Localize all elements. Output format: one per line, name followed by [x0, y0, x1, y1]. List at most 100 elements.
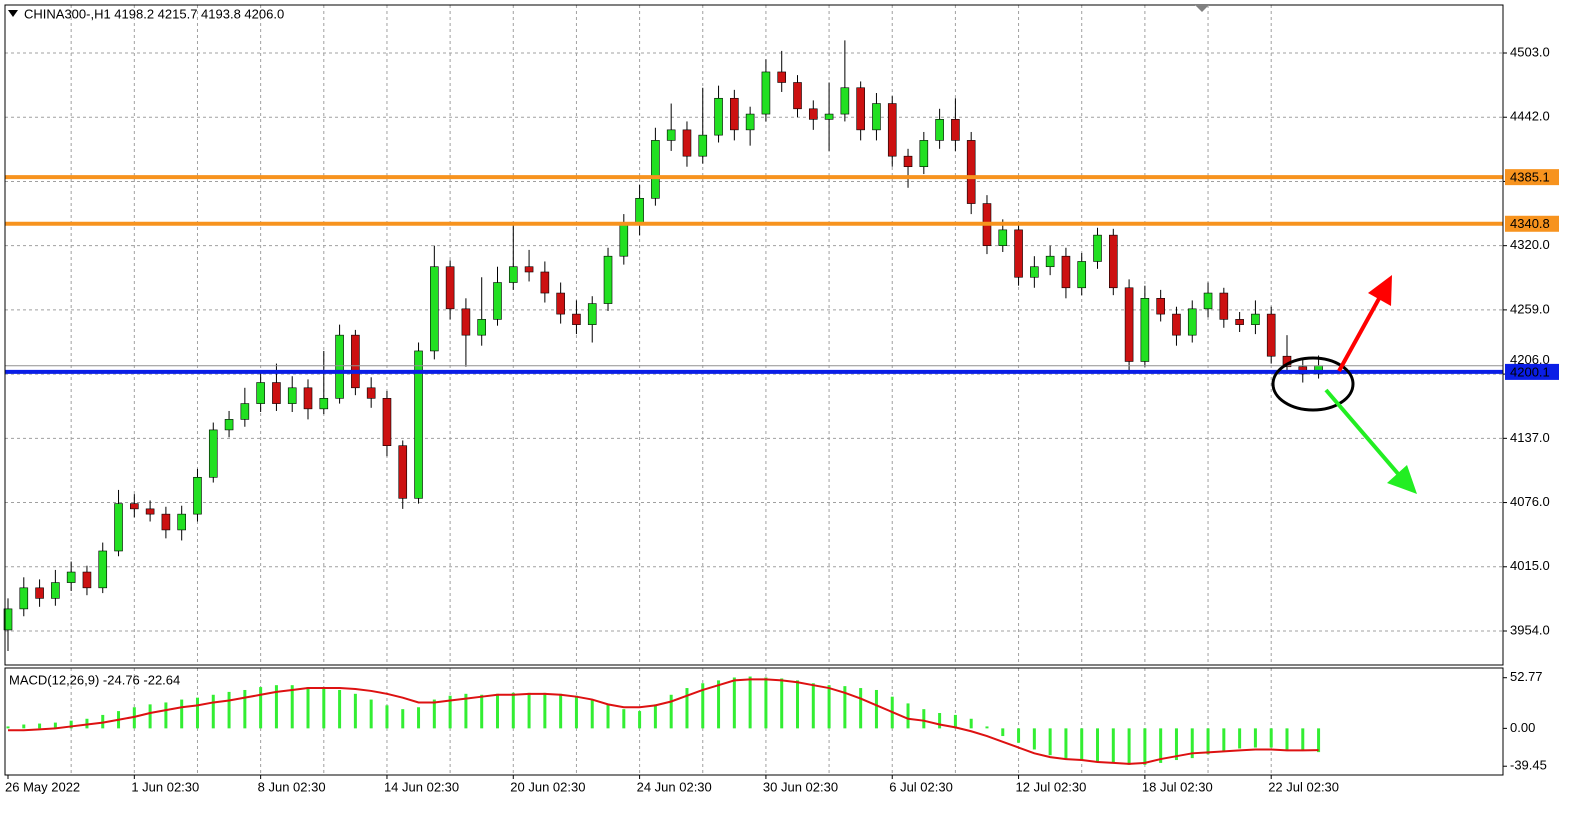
candle-body: [966, 140, 976, 204]
macd-bar: [543, 692, 547, 729]
candle-body: [1140, 298, 1150, 362]
candle-body: [351, 334, 360, 389]
macd-bar: [290, 685, 294, 729]
candle-body: [319, 398, 329, 410]
candle-body: [114, 503, 123, 552]
candle-body: [335, 334, 344, 399]
candle-body: [777, 71, 787, 83]
candle-body: [1014, 229, 1023, 278]
level-label-box: [1505, 169, 1559, 186]
menu-toggle[interactable]: [8, 10, 18, 17]
macd-signal-line: [8, 678, 1319, 765]
x-tick-label: 30 Jun 02:30: [763, 779, 838, 794]
candle-body: [682, 129, 692, 157]
macd-bar: [1048, 728, 1052, 756]
macd-bar: [480, 694, 484, 729]
candle-body: [193, 476, 202, 515]
candle-body: [619, 224, 629, 257]
candle-body: [1266, 313, 1276, 357]
macd-bar: [764, 677, 768, 729]
candle-body: [35, 587, 44, 599]
candle-body: [493, 282, 502, 320]
level-label: 4340.8: [1510, 216, 1550, 231]
candle-body: [840, 87, 850, 115]
y-tick-label: 4259.0: [1510, 301, 1550, 316]
up-arrow: [1337, 275, 1392, 372]
macd-bar: [464, 693, 468, 729]
macd-bar: [874, 689, 878, 729]
candle-body: [3, 608, 13, 631]
macd-bar: [590, 699, 594, 729]
macd-bar: [148, 704, 152, 729]
y-tick-label: 4015.0: [1510, 558, 1550, 573]
highlight-circle: [1271, 356, 1355, 412]
candle-body: [587, 303, 597, 325]
macd-bar: [922, 709, 926, 729]
macd-bar: [1159, 728, 1163, 763]
chart-title: CHINA300-,H1 4198.2 4215.7 4193.8 4206.0: [24, 6, 284, 21]
candle-body: [903, 155, 913, 168]
candle-body: [808, 108, 818, 120]
candle-body: [1187, 308, 1197, 336]
candle-body: [761, 71, 771, 115]
candle-body: [256, 382, 265, 404]
macd-bar: [69, 720, 73, 729]
macd-bar: [559, 693, 563, 729]
candle-body: [872, 103, 881, 131]
macd-bar: [306, 687, 310, 729]
macd-bar: [1317, 728, 1321, 753]
candle-body: [177, 513, 186, 531]
candle-body: [998, 229, 1008, 246]
macd-bar: [1127, 728, 1131, 765]
macd-bar: [1206, 728, 1210, 755]
macd-bar: [243, 689, 247, 729]
candle-body: [730, 97, 739, 131]
macd-bar: [811, 683, 815, 729]
macd-bar: [1174, 728, 1178, 761]
x-tick-label: 20 Jun 02:30: [510, 779, 585, 794]
candle-body: [508, 266, 518, 283]
candle-body: [272, 382, 281, 404]
candle-body: [82, 571, 92, 589]
candle-body: [603, 255, 613, 304]
candle-body: [477, 319, 487, 336]
macd-bar: [432, 699, 436, 729]
macd-bar: [1301, 728, 1305, 751]
macd-bar: [606, 704, 610, 729]
candle-body: [303, 387, 313, 410]
candle-body: [130, 503, 139, 510]
macd-bar: [748, 676, 752, 729]
candle-body: [714, 97, 723, 136]
macd-bar: [717, 680, 721, 729]
macd-bar: [1096, 728, 1100, 762]
macd-bar: [417, 707, 421, 729]
candle-body: [461, 308, 471, 336]
macd-bar: [227, 691, 231, 729]
candle-body: [572, 313, 581, 325]
candle-body: [161, 513, 171, 531]
macd-bar: [1017, 728, 1021, 743]
macd-bar: [511, 692, 515, 729]
y-tick-label: 4137.0: [1510, 430, 1550, 445]
macd-bar: [1064, 728, 1068, 760]
macd-bar: [195, 697, 199, 729]
candle-body: [1093, 234, 1102, 262]
candle-body: [935, 119, 944, 141]
macd-bar: [448, 695, 452, 729]
macd-bar: [906, 703, 910, 729]
macd-bar: [938, 713, 942, 729]
candle-body: [540, 271, 550, 294]
level-label: 4200.1: [1510, 364, 1550, 379]
x-tick-label: 22 Jul 02:30: [1268, 779, 1339, 794]
x-tick-label: 12 Jul 02:30: [1016, 779, 1087, 794]
macd-bar: [1001, 728, 1005, 737]
macd-bar: [385, 705, 389, 729]
candle-body: [951, 119, 960, 141]
macd-bar: [53, 722, 57, 729]
x-tick-label: 26 May 2022: [5, 779, 80, 794]
candle-body: [1030, 266, 1039, 278]
macd-bar: [843, 686, 847, 729]
macd-bar: [1080, 728, 1084, 761]
